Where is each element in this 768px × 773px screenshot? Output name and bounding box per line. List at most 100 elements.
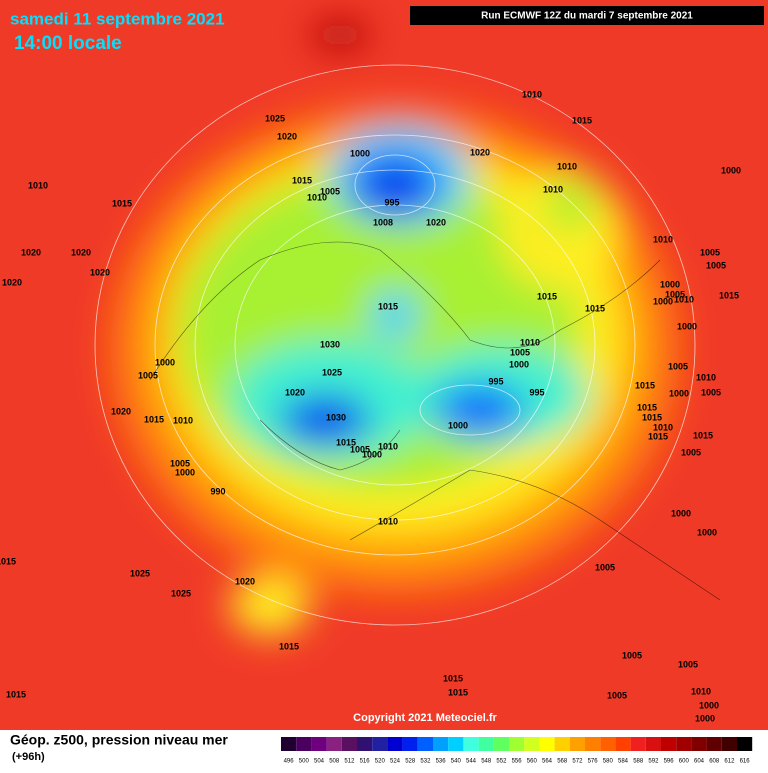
pressure-label: 1025 (265, 113, 285, 123)
pressure-label: 1010 (696, 372, 716, 382)
pressure-label: 1005 (701, 387, 721, 397)
legend-label: 540 (451, 759, 462, 765)
pressure-label: 1015 (537, 291, 557, 301)
pressure-label: 1005 (510, 347, 530, 357)
legend-label: 520 (375, 759, 386, 765)
pressure-label: 995 (529, 387, 544, 397)
pressure-label: 1000 (448, 420, 468, 430)
pressure-label: 1015 (719, 290, 739, 300)
pressure-label: 1015 (292, 175, 312, 185)
pressure-label: 1010 (653, 422, 673, 432)
legend-swatch (326, 737, 342, 751)
legend-label: 612 (724, 759, 735, 765)
legend-label: 536 (436, 759, 447, 765)
pressure-label: 1020 (235, 576, 255, 586)
legend-label: 548 (481, 759, 492, 765)
legend-swatch (311, 737, 327, 751)
legend-label: 560 (527, 759, 538, 765)
pressure-label: 1025 (130, 568, 150, 578)
pressure-label: 1020 (71, 247, 91, 257)
pressure-label: 1015 (637, 402, 657, 412)
pressure-label: 1025 (171, 588, 191, 598)
legend-swatch (341, 737, 357, 751)
pressure-label: 1005 (668, 361, 688, 371)
pressure-label: 1015 (336, 437, 356, 447)
pressure-label: 1005 (681, 447, 701, 457)
pressure-label: 1005 (622, 650, 642, 660)
pressure-label: 1015 (378, 301, 398, 311)
legend-swatch (661, 737, 677, 751)
pressure-label: 1015 (642, 412, 662, 422)
legend-swatch (721, 737, 737, 751)
legend-swatch (402, 737, 418, 751)
legend-swatch (417, 737, 433, 751)
pressure-label: 1000 (669, 388, 689, 398)
legend-label: 616 (740, 759, 751, 765)
legend-swatch (706, 737, 722, 751)
pressure-label: 1000 (660, 279, 680, 289)
pressure-label: 1015 (648, 431, 668, 441)
pressure-label: 1000 (155, 357, 175, 367)
legend-swatch (493, 737, 509, 751)
pressure-label: 1010 (520, 337, 540, 347)
legend-label: 508 (329, 759, 340, 765)
pressure-label: 1015 (585, 303, 605, 313)
run-info: Run ECMWF 12Z du mardi 7 septembre 2021 (481, 11, 693, 22)
pressure-label: 1025 (322, 367, 342, 377)
color-legend: 496 500 504 508 512 516 520 524 528 532 536 540 544 5… (281, 737, 753, 765)
pressure-label: 1005 (678, 659, 698, 669)
legend-swatch (463, 737, 479, 751)
pressure-label: 1000 (175, 467, 195, 477)
pressure-label: 1020 (2, 277, 22, 287)
legend-label: 504 (314, 759, 325, 765)
pressure-label: 1010 (653, 234, 673, 244)
pressure-label: 1008 (373, 217, 393, 227)
legend-label: 608 (709, 759, 720, 765)
pressure-label: 1015 (279, 641, 299, 651)
legend-label: 576 (588, 759, 599, 765)
legend-label: 580 (603, 759, 614, 765)
legend-swatch (539, 737, 555, 751)
pressure-label: 1000 (721, 165, 741, 175)
legend-label: 584 (618, 759, 629, 765)
pressure-label: 1015 (443, 673, 463, 683)
legend-label: 556 (512, 759, 523, 765)
legend-swatch (585, 737, 601, 751)
legend-swatch (645, 737, 661, 751)
pressure-label: 1010 (378, 441, 398, 451)
pressure-label: 1005 (320, 186, 340, 196)
legend-swatch (630, 737, 646, 751)
legend-swatch (554, 737, 570, 751)
legend-swatch (387, 737, 403, 751)
pressure-label: 1030 (326, 412, 346, 422)
pressure-label: 1015 (693, 430, 713, 440)
pressure-label: 1005 (607, 690, 627, 700)
legend-label: 516 (360, 759, 371, 765)
pressure-label: 1010 (557, 161, 577, 171)
pressure-label: 1000 (697, 527, 717, 537)
pressure-label: 1000 (677, 321, 697, 331)
legend-swatch (509, 737, 525, 751)
pressure-label: 1020 (90, 267, 110, 277)
pressure-label: 1005 (138, 370, 158, 380)
pressure-label: 1015 (112, 198, 132, 208)
legend-swatch (357, 737, 373, 751)
legend-label: 588 (633, 759, 644, 765)
pressure-label: 1000 (699, 700, 719, 710)
pressure-label: 1005 (595, 562, 615, 572)
legend-label: 592 (648, 759, 659, 765)
footer-lead: (+96h) (12, 751, 45, 763)
pressure-label: 995 (384, 197, 399, 207)
pressure-label: 1000 (671, 508, 691, 518)
map-field (0, 0, 768, 730)
pressure-label: 1015 (6, 689, 26, 699)
pressure-label: 1020 (470, 147, 490, 157)
pressure-label: 1010 (378, 516, 398, 526)
legend-swatch (281, 737, 297, 751)
pressure-label: 1000 (695, 713, 715, 723)
legend-swatch (433, 737, 449, 751)
legend-swatch (372, 737, 388, 751)
pressure-label: 995 (488, 376, 503, 386)
